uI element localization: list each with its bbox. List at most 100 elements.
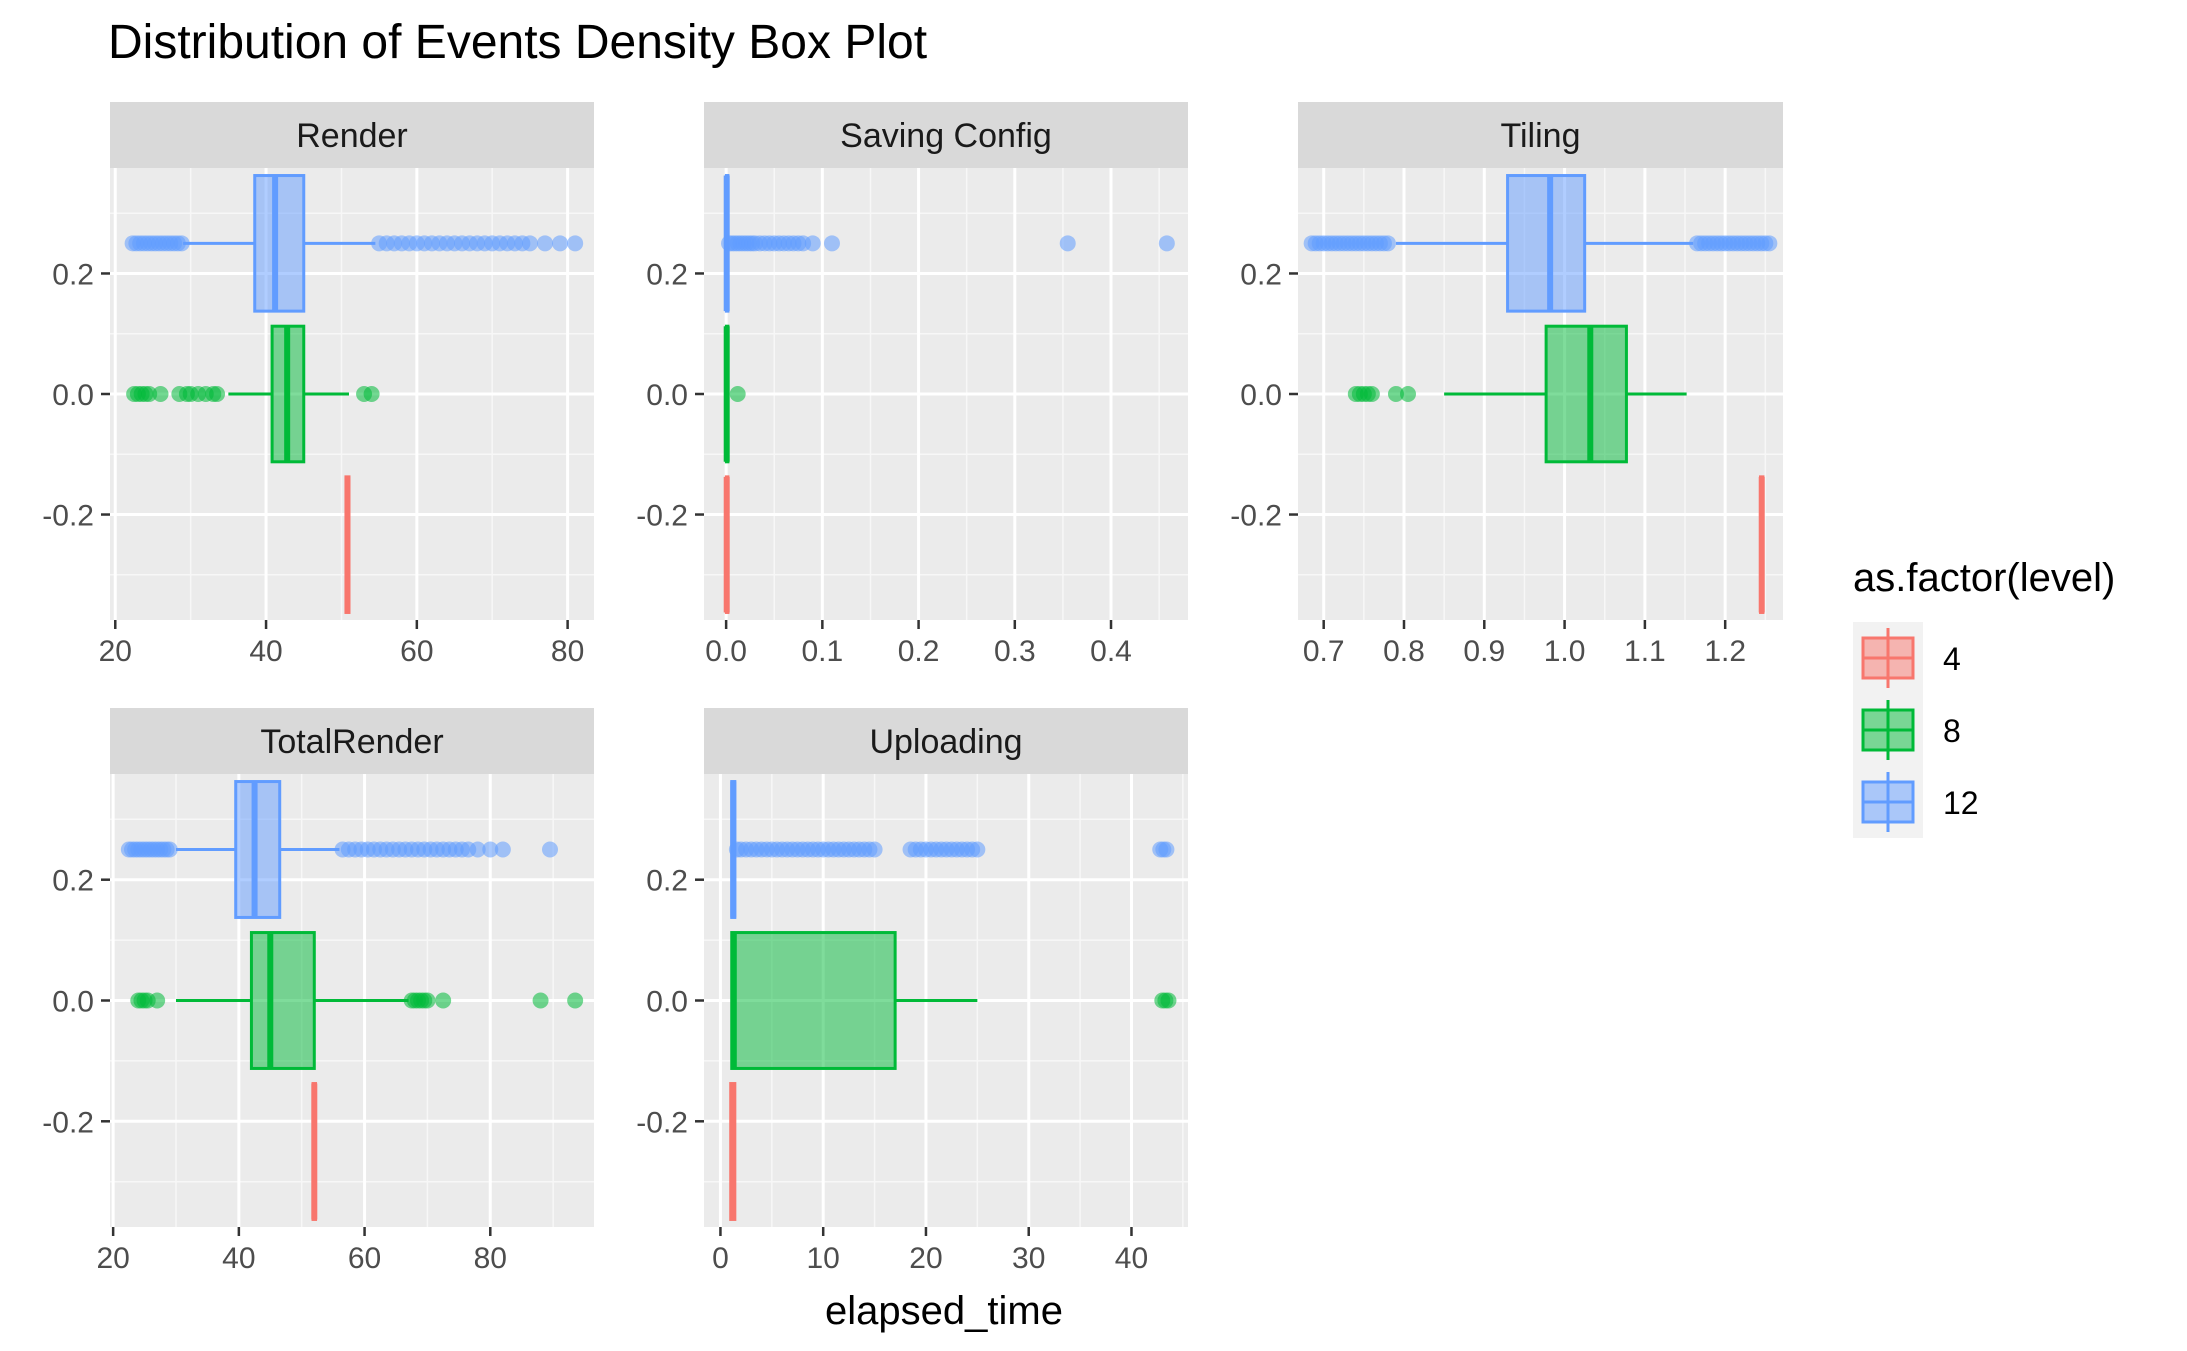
outlier-point [542,841,558,858]
boxplot-level-4 [344,475,351,614]
box [1544,324,1628,464]
outlier-point [1158,841,1175,858]
x-tick-label: 0.3 [994,635,1036,668]
legend-title: as.factor(level) [1853,556,2115,600]
outlier-point [804,235,821,252]
legend-item-4: 4 [1853,622,1961,694]
x-tick-label: 1.0 [1544,635,1586,668]
y-tick-label: 0.2 [52,865,94,898]
outlier-point [1059,235,1076,252]
boxplot-level-8 [130,931,584,1070]
facet-panels: Render 0.2 0.0 -0.2 20 40 60 80 Saving Config 0.2… [42,102,1783,1275]
boxplot-level-12 [1303,174,1778,313]
outlier-point [729,386,746,402]
y-tick-label: 0.0 [52,379,94,412]
outlier-point [209,386,226,402]
outlier-point [1379,235,1396,252]
boxplot-level-12 [721,174,1175,313]
y-tick-label: 0.2 [52,258,94,291]
y-tick-label: 0.2 [646,865,688,898]
outlier-point [494,841,511,858]
facet-strip-label: Tiling [1501,117,1581,155]
outlier-point [435,992,452,1009]
legend-item-12: 12 [1853,766,1979,838]
x-tick-label: 1.1 [1624,635,1666,668]
facet-strip-label: TotalRender [260,723,443,761]
facet-panel-saving-config: Saving Config 0.2 0.0 -0.2 0.0 0.1 0.2 0.3 0.4 [636,102,1188,668]
outlier-point [567,992,584,1009]
boxplot-level-4 [1758,475,1765,614]
outlier-point [1158,235,1175,252]
chart-title: Distribution of Events Density Box Plot [108,16,927,69]
outlier-point [552,235,569,252]
y-tick-label: -0.2 [636,500,688,533]
y-tick-label: 0.0 [646,986,688,1019]
y-tick-label: 0.0 [1240,379,1282,412]
outlier-point [141,386,158,402]
x-tick-label: 40 [249,635,282,668]
outlier-point [363,386,380,402]
outlier-point [419,992,436,1009]
boxplot-level-12 [728,780,1175,919]
x-tick-label: 20 [99,635,132,668]
x-tick-label: 60 [348,1242,381,1275]
x-tick-label: 0.2 [898,635,940,668]
outlier-point [469,841,486,858]
outlier-point [152,386,169,402]
x-tick-label: 20 [96,1242,129,1275]
legend-label: 12 [1943,785,1979,821]
x-tick-label: 30 [1012,1242,1045,1275]
boxplot-level-12 [124,174,584,313]
x-tick-label: 80 [551,635,584,668]
y-tick-label: -0.2 [1230,500,1282,533]
legend-item-8: 8 [1853,694,1961,766]
outlier-point [1160,992,1177,1009]
box [730,931,897,1070]
facet-strip-label: Saving Config [840,117,1052,155]
x-tick-label: 0.1 [801,635,843,668]
outlier-point [532,992,549,1009]
outlier-point [1387,386,1404,402]
facet-strip [704,708,1188,774]
x-tick-label: 10 [807,1242,840,1275]
y-tick-label: -0.2 [636,1106,688,1139]
boxplot-level-8 [723,324,746,464]
facet-strip [1298,102,1783,168]
box [1506,174,1587,313]
outlier-point [1761,235,1778,252]
x-tick-label: 0.8 [1383,635,1425,668]
x-tick-label: 0.0 [705,635,747,668]
outlier-point [149,992,166,1009]
x-tick-label: 0 [712,1242,729,1275]
x-tick-label: 40 [222,1242,255,1275]
outlier-point [1400,386,1417,402]
outlier-point [1363,386,1380,402]
boxplot-level-4 [729,1082,737,1221]
facet-panel-render: Render 0.2 0.0 -0.2 20 40 60 80 [42,102,594,668]
x-tick-label: 0.7 [1303,635,1345,668]
boxplot-level-8 [1347,324,1687,464]
box [249,931,316,1070]
x-tick-label: 1.2 [1704,635,1746,668]
y-tick-label: -0.2 [42,500,94,533]
legend-keys: 4 8 12 [1853,622,1979,838]
facet-panel-totalrender: TotalRender 0.2 0.0 -0.2 20 40 60 80 [42,708,594,1275]
legend-label: 4 [1943,641,1961,677]
x-tick-label: 60 [400,635,433,668]
y-tick-label: 0.0 [646,379,688,412]
x-axis-label: elapsed_time [825,1289,1063,1333]
facet-strip [110,102,594,168]
outlier-point [521,235,538,252]
facet-strip-label: Uploading [869,723,1022,761]
outlier-point [173,235,190,252]
x-tick-label: 40 [1115,1242,1148,1275]
x-tick-label: 80 [474,1242,507,1275]
x-tick-label: 0.4 [1090,635,1132,668]
facet-strip [704,102,1188,168]
legend-label: 8 [1943,713,1961,749]
outlier-point [567,235,584,252]
y-tick-label: 0.0 [52,986,94,1019]
outlier-point [161,841,178,858]
y-tick-label: -0.2 [42,1106,94,1139]
